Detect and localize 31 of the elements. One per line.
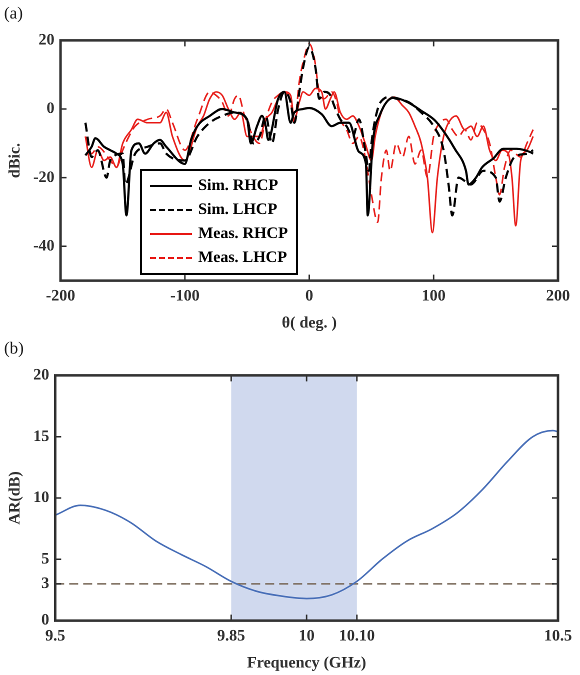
y-tick-label: 20 <box>33 366 50 384</box>
line-series <box>55 430 558 600</box>
y-tick-label: 15 <box>33 428 50 445</box>
x-tick-label: 9.85 <box>217 627 246 644</box>
y-tick-label: 3 <box>41 574 50 592</box>
y-tick-label: -40 <box>33 237 55 254</box>
y-tick-label: 20 <box>38 32 55 49</box>
x-tick-label: 10.5 <box>544 627 572 644</box>
x-tick-label: -200 <box>46 287 76 304</box>
x-tick-label: 9.5 <box>45 627 66 644</box>
x-tick-label: 200 <box>546 287 570 304</box>
x-tick-label: 10 <box>298 627 315 644</box>
x-tick-label: 100 <box>422 287 446 304</box>
y-tick-label: -20 <box>33 168 55 186</box>
x-axis-title: Frequency (GHz) <box>246 654 366 672</box>
y-tick-label: 5 <box>41 550 50 568</box>
legend-label: Sim. RHCP <box>198 176 278 195</box>
y-tick-label: 0 <box>46 100 55 118</box>
y-tick-label: 10 <box>33 489 50 506</box>
chart-title: (b) <box>4 338 24 358</box>
chart-title: (a) <box>4 4 23 23</box>
y-axis-title: dBic. <box>6 142 24 178</box>
x-tick-label: 0 <box>305 287 314 304</box>
y-tick-label: 0 <box>41 612 50 629</box>
x-axis-title: θ( deg. ) <box>282 314 337 332</box>
x-tick-label: 10.10 <box>338 627 375 644</box>
x-tick-label: -100 <box>170 287 200 304</box>
legend-label: Meas. RHCP <box>198 224 288 243</box>
legend-label: Meas. LHCP <box>198 248 287 267</box>
y-axis-title: AR(dB) <box>6 471 24 525</box>
legend-label: Sim. LHCP <box>198 200 278 219</box>
